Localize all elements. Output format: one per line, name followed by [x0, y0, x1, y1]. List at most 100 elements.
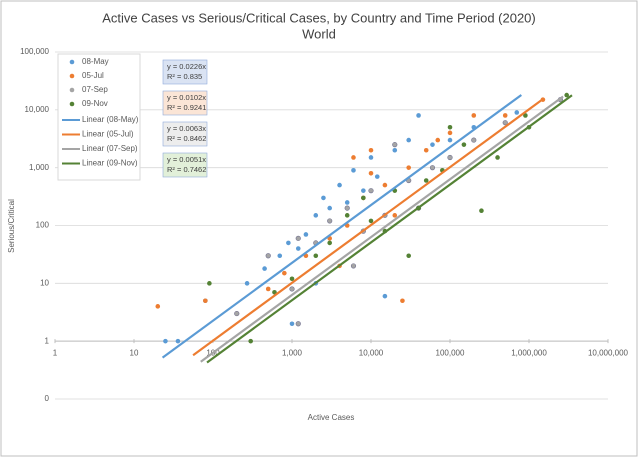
legend-marker	[69, 87, 75, 93]
point	[392, 147, 398, 153]
point	[406, 253, 411, 259]
point	[368, 188, 374, 194]
legend-marker	[69, 101, 75, 107]
point	[435, 137, 441, 143]
legend-label: 08-May	[82, 57, 109, 66]
point	[416, 113, 421, 118]
point	[351, 155, 356, 160]
point	[361, 195, 366, 201]
point	[295, 246, 301, 251]
point	[203, 298, 208, 304]
x-tick-label: 1,000,000	[511, 348, 547, 357]
point	[282, 270, 287, 276]
point	[289, 276, 295, 282]
legend-marker	[69, 73, 75, 79]
point	[392, 213, 398, 218]
y-tick-label: 100	[36, 221, 50, 230]
x-axis-label: Active Cases	[308, 413, 355, 422]
point	[351, 168, 356, 173]
r-squared: R² = 0.8462	[167, 134, 206, 143]
x-tick-label: 1	[53, 348, 58, 357]
point	[374, 174, 380, 179]
x-tick-label: 10,000	[359, 348, 384, 357]
point	[382, 182, 388, 188]
point	[289, 286, 295, 292]
point	[447, 130, 453, 136]
point	[344, 205, 350, 211]
trendline	[206, 94, 573, 364]
x-tick-label: 100,000	[436, 348, 465, 357]
x-tick-label: 10	[130, 348, 139, 357]
chart-subtitle: World	[302, 26, 336, 41]
y-tick-label: 10	[40, 278, 49, 287]
point	[564, 92, 569, 98]
point	[514, 110, 520, 115]
point	[313, 253, 319, 259]
legend-label: 07-Sep	[82, 85, 108, 94]
point	[361, 188, 366, 193]
point	[286, 240, 291, 246]
point	[368, 147, 374, 153]
point	[495, 155, 500, 160]
point	[406, 165, 411, 170]
point	[234, 310, 240, 317]
point	[447, 137, 453, 143]
point	[262, 266, 267, 271]
r-squared: R² = 0.9241	[167, 103, 206, 112]
point	[155, 304, 161, 309]
legend-label: Linear (05-Jul)	[82, 130, 134, 139]
equation-box	[162, 152, 208, 178]
y-tick-label: 0	[45, 394, 50, 403]
legend-label: Linear (07-Sep)	[82, 144, 138, 153]
equation: y = 0.0063x	[167, 124, 206, 133]
y-tick-label: 100,000	[20, 47, 49, 56]
legend-marker	[69, 59, 75, 65]
r-squared: R² = 0.835	[167, 72, 202, 81]
y-tick-label: 1	[45, 336, 50, 345]
point	[344, 213, 350, 218]
point	[265, 253, 271, 259]
y-tick-label: 10,000	[25, 105, 50, 114]
y-tick-label: 1,000	[29, 163, 50, 172]
point	[303, 232, 309, 237]
point	[447, 154, 453, 161]
point	[163, 338, 168, 344]
point	[423, 178, 429, 183]
point	[207, 281, 212, 286]
point	[406, 137, 411, 143]
x-tick-label: 1,000	[282, 348, 303, 357]
legend-label: 05-Jul	[82, 71, 104, 80]
point	[447, 124, 453, 130]
trendline	[161, 94, 522, 359]
equation-box	[162, 59, 208, 85]
r-squared: R² = 0.7462	[167, 165, 206, 174]
point	[313, 213, 319, 218]
point	[248, 338, 253, 344]
point	[344, 200, 350, 205]
point	[175, 338, 181, 344]
point	[502, 120, 508, 126]
point	[368, 218, 374, 224]
legend-label: 09-Nov	[82, 99, 108, 108]
trendline	[200, 95, 564, 363]
point	[337, 182, 342, 188]
point	[350, 263, 357, 269]
equation: y = 0.0051x	[167, 155, 206, 164]
point	[327, 218, 333, 224]
point	[471, 113, 477, 118]
y-axis-label: Serious/Critical	[7, 199, 16, 253]
legend-label: Linear (09-Nov)	[82, 159, 138, 168]
point	[327, 240, 332, 246]
point	[461, 142, 467, 147]
point	[327, 205, 332, 211]
equation: y = 0.0226x	[167, 62, 206, 71]
point	[382, 293, 388, 299]
point	[244, 281, 250, 286]
point	[295, 321, 301, 327]
point	[429, 165, 436, 171]
equation-box	[162, 121, 208, 147]
legend-label: Linear (08-May)	[82, 115, 139, 124]
point	[368, 155, 374, 160]
point	[400, 298, 405, 304]
point	[423, 147, 429, 153]
